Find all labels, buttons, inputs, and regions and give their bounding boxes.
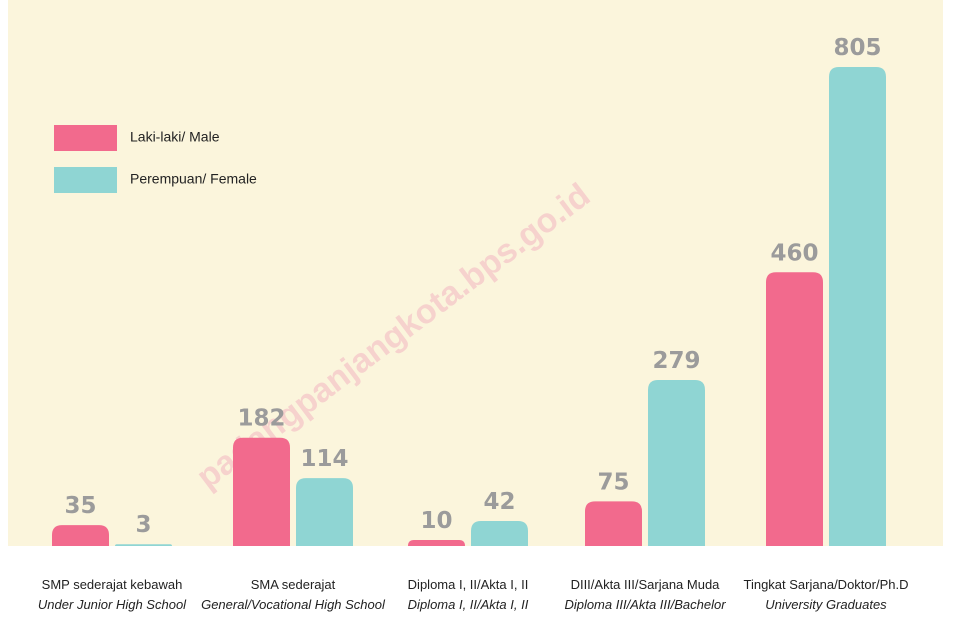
bar	[52, 525, 109, 546]
bar	[471, 521, 528, 546]
bar	[115, 544, 172, 546]
bar	[585, 501, 642, 546]
x-tick-label-en: General/Vocational High School	[201, 597, 386, 612]
bar	[296, 478, 353, 546]
bar	[766, 272, 823, 546]
legend-label: Perempuan/ Female	[130, 171, 257, 187]
value-label: 10	[420, 508, 452, 534]
value-label: 42	[483, 489, 515, 515]
bar	[829, 67, 886, 546]
value-label: 3	[135, 512, 151, 538]
x-tick-label: DIII/Akta III/Sarjana Muda	[571, 577, 721, 592]
value-label: 114	[300, 446, 348, 472]
x-tick-label: Diploma I, II/Akta I, II	[408, 577, 529, 592]
value-label: 805	[833, 35, 881, 61]
value-label: 75	[597, 469, 629, 495]
value-label: 182	[237, 406, 285, 432]
x-tick-label-en: Diploma I, II/Akta I, II	[408, 597, 529, 612]
x-tick-label: SMP sederajat kebawah	[42, 577, 183, 592]
x-tick-label-en: Under Junior High School	[38, 597, 187, 612]
x-tick-label: Tingkat Sarjana/Doktor/Ph.D	[744, 577, 909, 592]
x-tick-label-en: Diploma III/Akta III/Bachelor	[564, 597, 726, 612]
legend-swatch	[54, 167, 117, 193]
value-label: 35	[64, 493, 96, 519]
bar	[408, 540, 465, 546]
value-label: 460	[770, 240, 818, 266]
value-label: 279	[652, 348, 700, 374]
legend-label: Laki-laki/ Male	[130, 129, 220, 145]
bar	[233, 437, 290, 546]
legend-swatch	[54, 125, 117, 151]
x-tick-label-en: University Graduates	[765, 597, 887, 612]
x-tick-label: SMA sederajat	[251, 577, 336, 592]
bar	[648, 379, 705, 546]
